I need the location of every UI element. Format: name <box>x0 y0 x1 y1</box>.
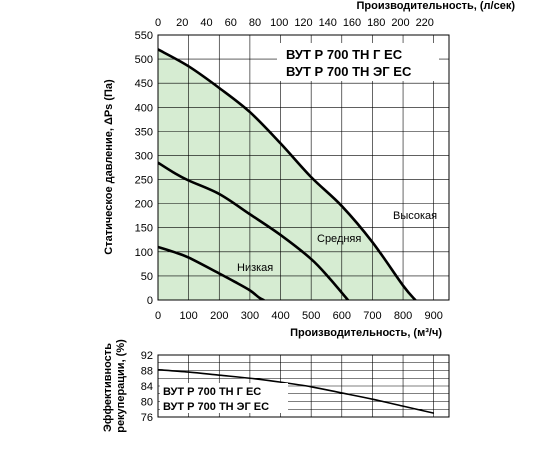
x2-tick-labels: 0 20 40 60 80 100 120 140 160 180 200 220 <box>155 17 434 29</box>
main-curves <box>158 48 417 300</box>
efficiency-y-tick-labels: 76 80 84 88 92 <box>141 350 153 424</box>
x2-tick-label: 80 <box>249 17 261 29</box>
curve-high <box>158 48 417 300</box>
y-tick-label: 300 <box>135 150 153 162</box>
x2-tick-label: 180 <box>367 17 385 29</box>
operating-area-fill <box>158 49 416 300</box>
x-axis-title: Производительность, (м³/ч) <box>290 327 442 339</box>
efficiency-chart: 76 80 84 88 92 ВУТ Р 700 ТН Г ЕС ВУТ Р 700 Т… <box>102 339 450 433</box>
y-tick-label: 0 <box>147 295 153 307</box>
y-tick-label: 100 <box>135 247 153 259</box>
x-tick-label: 900 <box>425 310 443 322</box>
y-tick-label: 400 <box>135 102 153 114</box>
efficiency-y-tick-label: 80 <box>141 397 153 409</box>
efficiency-y-axis-title-line-1: Эффективность <box>102 343 114 432</box>
main-chart: 0 100 200 300 400 500 600 700 800 900 05010015020… <box>103 0 515 339</box>
model-title-box: ВУТ Р 700 ТН Г ЕС ВУТ Р 700 ТН ЭГ ЕС <box>277 43 439 81</box>
y-tick-label: 500 <box>135 54 153 66</box>
efficiency-y-tick-label: 92 <box>141 350 153 362</box>
model-title-line-1: ВУТ Р 700 ТН Г ЕС <box>286 47 403 62</box>
x2-tick-label: 20 <box>176 17 188 29</box>
efficiency-curve <box>158 368 434 414</box>
y-tick-label: 450 <box>135 78 153 90</box>
model-title-line-2: ВУТ Р 700 ТН ЭГ ЕС <box>286 64 412 79</box>
x-tick-label: 0 <box>155 310 161 322</box>
y-axis-title: Статическое давление, ΔPs (Па) <box>103 79 115 255</box>
x-tick-label: 500 <box>302 310 320 322</box>
x-tick-label: 100 <box>179 310 197 322</box>
x2-tick-label: 100 <box>270 17 288 29</box>
x2-tick-label: 220 <box>416 17 434 29</box>
curve-label-low: Низкая <box>237 262 273 274</box>
x-tick-label: 800 <box>394 310 412 322</box>
efficiency-plot-frame <box>157 354 450 418</box>
y-tick-label: 550 <box>135 30 153 42</box>
y-tick-label: 350 <box>135 126 153 138</box>
y-tick-label: 50 <box>141 271 153 283</box>
x2-tick-label: 60 <box>225 17 237 29</box>
x-tick-label: 300 <box>241 310 259 322</box>
efficiency-y-tick-label: 84 <box>141 381 153 393</box>
efficiency-y-tick-label: 88 <box>141 366 153 378</box>
y-tick-labels: 0 50 100 150 200 250 300 350 400 450 500 550 <box>135 30 153 307</box>
x2-tick-label: 160 <box>343 17 361 29</box>
y-tick-label: 250 <box>135 175 153 187</box>
x-tick-labels: 0 100 200 300 400 500 600 700 800 900 <box>155 310 443 322</box>
curve-medium <box>158 161 350 300</box>
efficiency-y-tick-label: 76 <box>141 412 153 424</box>
x2-tick-label: 40 <box>200 17 212 29</box>
x2-axis-title: Производительность, (л/сек) <box>357 0 516 12</box>
x2-tick-label: 200 <box>391 17 409 29</box>
x2-tick-label: 120 <box>294 17 312 29</box>
efficiency-model-line-1: ВУТ Р 700 ТН Г ЕС <box>163 386 261 398</box>
x-tick-label: 200 <box>210 310 228 322</box>
curve-low <box>158 245 265 300</box>
x2-tick-label: 0 <box>155 17 161 29</box>
x-tick-label: 600 <box>333 310 351 322</box>
main-plot-frame <box>157 34 450 301</box>
x2-tick-label: 140 <box>319 17 337 29</box>
y-tick-label: 150 <box>135 223 153 235</box>
x-tick-label: 700 <box>363 310 381 322</box>
x-tick-label: 400 <box>271 310 289 322</box>
efficiency-y-axis-title: Эффективность рекуперации, (%) <box>102 339 127 433</box>
efficiency-model-line-2: ВУТ Р 700 ТН ЭГ ЕС <box>163 401 269 413</box>
curve-label-medium: Средняя <box>317 233 361 245</box>
y-tick-label: 200 <box>135 199 153 211</box>
curve-label-high: Высокая <box>393 210 437 222</box>
efficiency-curves <box>158 368 434 414</box>
efficiency-y-axis-title-line-2: рекуперации, (%) <box>115 339 127 433</box>
